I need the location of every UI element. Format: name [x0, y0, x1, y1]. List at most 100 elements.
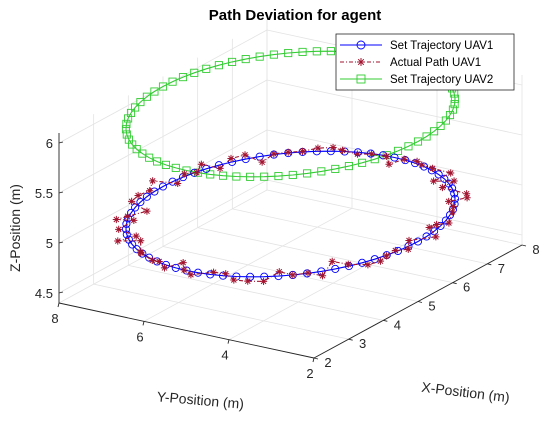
- series-marker: [149, 177, 157, 185]
- series-marker: [418, 161, 426, 169]
- series-marker: [128, 240, 137, 249]
- series-marker: [214, 61, 223, 70]
- series-marker: [274, 172, 283, 181]
- series-line: [125, 150, 456, 278]
- series-marker: [112, 215, 120, 224]
- series-marker: [123, 212, 132, 220]
- series-marker: [429, 177, 438, 185]
- series-marker: [136, 198, 145, 207]
- y-tick-mark: [312, 357, 315, 363]
- series-marker: [128, 140, 137, 149]
- series-marker: [329, 143, 337, 152]
- z-tick-mark: [58, 191, 64, 194]
- series-marker: [400, 155, 408, 163]
- series-marker: [134, 191, 142, 200]
- z-tick-label: 4.5: [35, 286, 53, 301]
- series-marker: [405, 236, 413, 245]
- series-marker: [209, 268, 218, 276]
- series-marker: [241, 55, 250, 64]
- series-marker: [450, 189, 459, 198]
- series-marker: [434, 170, 443, 179]
- series-marker: [158, 82, 168, 91]
- y-tick-label: 6: [136, 329, 143, 344]
- series-marker: [413, 137, 423, 146]
- series-marker: [382, 252, 391, 260]
- series-marker: [142, 92, 151, 101]
- series-marker: [146, 187, 154, 195]
- x-tick-label: 2: [324, 355, 331, 370]
- series-marker: [404, 142, 413, 151]
- series-marker: [413, 157, 421, 165]
- series-marker: [284, 148, 292, 156]
- x-tick-mark: [487, 263, 492, 266]
- series-marker: [427, 166, 436, 175]
- series-marker: [358, 158, 367, 167]
- x-tick-mark: [348, 338, 353, 341]
- series-marker: [450, 100, 459, 109]
- z-tick-mark: [58, 241, 64, 244]
- series-marker: [370, 155, 379, 164]
- series-marker: [197, 160, 205, 168]
- x-tick-label: 7: [498, 261, 505, 276]
- series-marker: [122, 130, 131, 139]
- x-tick-mark: [521, 244, 527, 247]
- series-marker: [364, 261, 372, 269]
- side-wall-grid-line-z: [58, 179, 268, 294]
- series-marker: [445, 110, 455, 120]
- series-marker: [193, 268, 203, 277]
- series-marker: [232, 172, 241, 181]
- series-marker: [160, 264, 169, 272]
- series-marker: [338, 146, 347, 154]
- series-marker: [445, 219, 453, 227]
- series-marker: [138, 149, 147, 158]
- series-marker: [312, 47, 321, 56]
- series-marker: [331, 264, 340, 273]
- series-marker: [161, 160, 170, 169]
- series-marker: [206, 170, 215, 179]
- series-marker: [463, 194, 471, 202]
- x-tick-mark: [383, 319, 388, 322]
- legend-marker: [357, 58, 365, 66]
- x-tick-label: 5: [428, 299, 435, 314]
- tick-labels: 2 3 4 5 6 7 8 2 4 6 8 4.5 5 5.5 6: [35, 136, 540, 381]
- y-tick-label: 8: [51, 311, 58, 326]
- y-axis-line: [58, 302, 315, 359]
- series-marker: [258, 158, 266, 166]
- series-marker: [436, 121, 445, 130]
- series-marker: [190, 68, 199, 77]
- series-marker: [383, 152, 391, 160]
- series-marker: [241, 151, 249, 159]
- series-marker: [441, 116, 450, 125]
- series-marker: [260, 172, 269, 181]
- series-marker: [303, 169, 312, 178]
- back-wall-grid-line-z: [266, 79, 523, 136]
- series-marker: [432, 220, 441, 229]
- series-marker: [440, 174, 449, 183]
- chart-title: Path Deviation for agent: [209, 7, 382, 24]
- series-marker: [450, 194, 460, 203]
- series-marker: [275, 268, 283, 276]
- x-tick-label: 6: [463, 280, 470, 295]
- series-marker: [344, 260, 352, 268]
- series-marker: [259, 277, 268, 285]
- y-tick-label: 2: [306, 366, 313, 381]
- floor-grid-line-x: [128, 264, 384, 321]
- series-marker: [246, 272, 255, 281]
- series-marker: [289, 271, 297, 279]
- series-marker: [448, 208, 457, 216]
- series-marker: [376, 257, 385, 265]
- series-marker: [230, 276, 238, 284]
- series-marker: [130, 216, 138, 225]
- series-marker: [227, 154, 235, 163]
- series-marker: [448, 105, 457, 114]
- legend-label: Set Trajectory UAV2: [390, 74, 493, 86]
- legend: Set Trajectory UAV1 Actual Path UAV1 Set T…: [335, 33, 515, 91]
- series-marker: [143, 207, 151, 215]
- series-marker: [180, 170, 188, 178]
- series-marker: [171, 163, 180, 172]
- series-marker: [298, 47, 307, 56]
- series-marker: [132, 145, 141, 154]
- legend-label: Set Trajectory UAV1: [390, 40, 493, 52]
- series-marker: [228, 57, 237, 66]
